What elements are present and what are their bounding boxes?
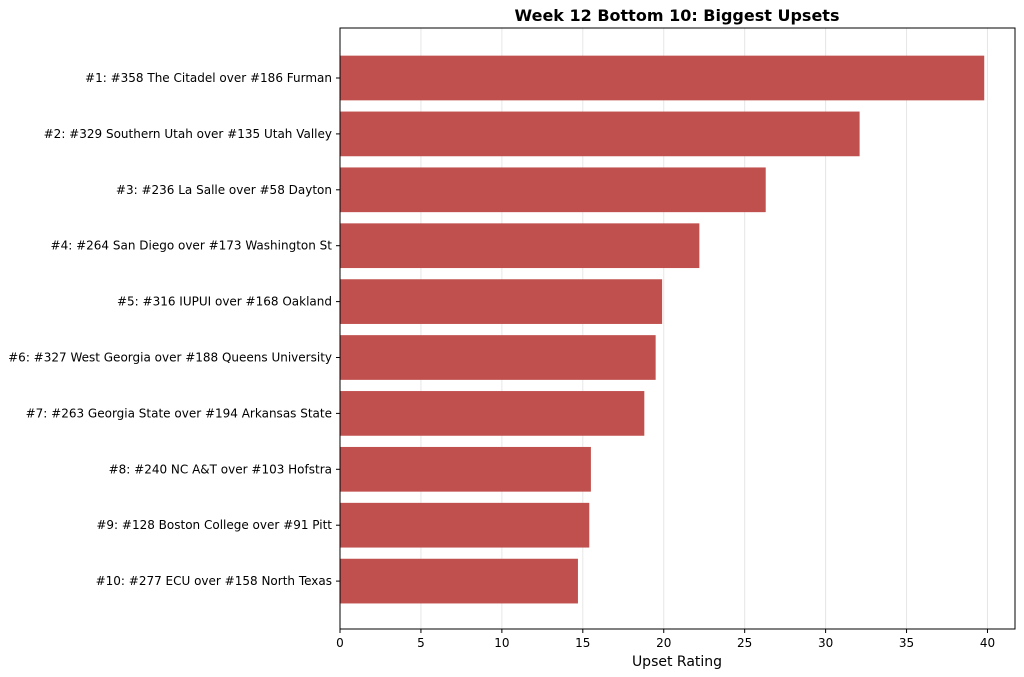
x-tick-label: 40	[980, 636, 995, 650]
x-axis: 0 5 10 15 20 25 30 35 40	[336, 629, 995, 650]
category-label: #7: #263 Georgia State over #194 Arkansa…	[26, 406, 332, 420]
x-tick-label: 25	[737, 636, 752, 650]
category-label: #8: #240 NC A&T over #103 Hofstra	[109, 462, 332, 476]
category-label: #3: #236 La Salle over #58 Dayton	[116, 183, 332, 197]
chart-title: Week 12 Bottom 10: Biggest Upsets	[515, 6, 840, 25]
bars	[340, 55, 985, 604]
category-label: #1: #358 The Citadel over #186 Furman	[85, 71, 332, 85]
bar	[340, 502, 590, 548]
x-tick-label: 5	[417, 636, 425, 650]
bar	[340, 279, 663, 324]
bar	[340, 111, 860, 157]
category-label: #4: #264 San Diego over #173 Washington …	[51, 239, 333, 253]
plot-frame	[339, 27, 1016, 630]
x-tick-label: 35	[899, 636, 914, 650]
x-tick-label: 20	[656, 636, 671, 650]
bar	[340, 446, 591, 492]
category-label: #5: #316 IUPUI over #168 Oakland	[117, 295, 332, 309]
bar	[340, 55, 985, 101]
x-axis-label: Upset Rating	[632, 654, 722, 670]
bar	[340, 167, 766, 213]
bar	[340, 558, 578, 604]
bar	[340, 335, 656, 380]
x-tick-label: 0	[336, 636, 344, 650]
category-label: #10: #277 ECU over #158 North Texas	[96, 574, 332, 588]
bar	[340, 391, 645, 436]
category-label: #2: #329 Southern Utah over #135 Utah Va…	[44, 127, 332, 141]
x-tick-label: 10	[494, 636, 509, 650]
category-label: #9: #128 Boston College over #91 Pitt	[96, 518, 332, 532]
x-tick-label: 30	[818, 636, 833, 650]
bar	[340, 223, 700, 269]
category-label: #6: #327 West Georgia over #188 Queens U…	[8, 351, 332, 365]
x-tick-label: 15	[575, 636, 590, 650]
y-axis: #1: #358 The Citadel over #186 Furman #2:…	[8, 71, 340, 588]
